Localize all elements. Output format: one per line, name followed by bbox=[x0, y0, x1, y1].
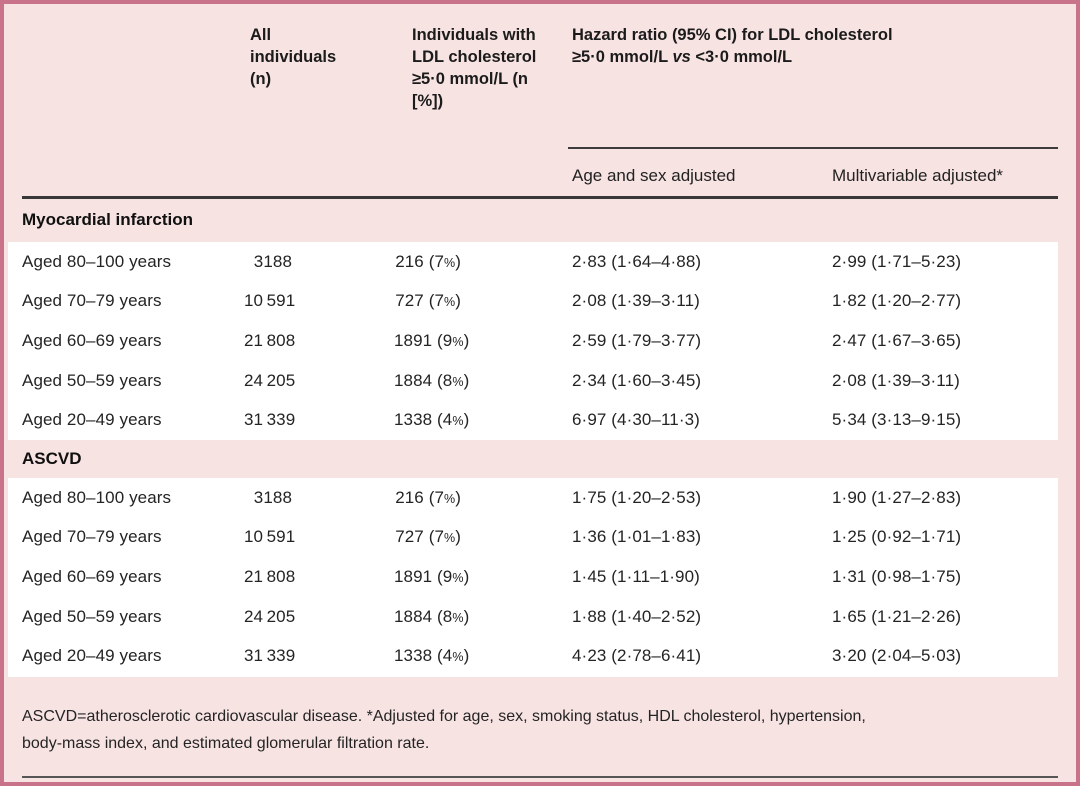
percent-sign: % bbox=[452, 374, 464, 389]
cell-age-group-label: Aged 50–59 years bbox=[22, 370, 162, 390]
percent-sign: % bbox=[452, 610, 464, 625]
subheader-age-sex-adjusted: Age and sex adjusted bbox=[572, 166, 736, 185]
table-row: Aged 60–69 years 21 808 1891 (9%) 1·45 (1·1… bbox=[22, 557, 1058, 597]
table-row: Aged 60–69 years 21 808 1891 (9%) 2·59 (1·7… bbox=[22, 321, 1058, 361]
hazard-line2-before-vs: ≥5·0 mmol/L bbox=[572, 48, 673, 66]
cell-age-group-label: Aged 70–79 years bbox=[22, 291, 162, 311]
cell-ldl-n-percent: 1884 (8%) bbox=[394, 606, 470, 626]
cell-ldl-n-percent: 1338 (4%) bbox=[394, 646, 470, 666]
cell-hr-age-sex-adjusted: 1·75 (1·20–2·53) bbox=[572, 487, 702, 507]
cell-age-group-label: Aged 20–49 years bbox=[22, 410, 162, 430]
table-row: Aged 50–59 years 24 205 1884 (8%) 2·34 (1·6… bbox=[22, 361, 1058, 401]
cell-all-individuals-n: 21 808 bbox=[244, 566, 296, 586]
cell-age-group-label: Aged 50–59 years bbox=[22, 606, 162, 626]
section-rows-ascvd: Aged 80–100 years 3188 216 (7%) 1·75 (1·20–… bbox=[8, 478, 1058, 677]
header-spacer bbox=[22, 24, 244, 112]
col-header-all-individuals: All individuals (n) bbox=[244, 24, 394, 112]
hazard-header-line1: Hazard ratio (95% CI) for LDL cholestero… bbox=[572, 26, 893, 44]
cell-ldl-n-percent: 1891 (9%) bbox=[394, 566, 470, 586]
percent-sign: % bbox=[444, 295, 456, 310]
cell-all-individuals-n: 24 205 bbox=[244, 606, 296, 626]
section-title-ascvd: ASCVD bbox=[22, 449, 82, 468]
cell-hr-age-sex-adjusted: 2·59 (1·79–3·77) bbox=[572, 330, 702, 350]
table-header-row: All individuals (n) Individuals with LDL… bbox=[22, 24, 1058, 112]
cell-age-group-label: Aged 20–49 years bbox=[22, 646, 162, 666]
cell-hr-multivariable-adjusted: 1·65 (1·21–2·26) bbox=[832, 606, 962, 626]
cell-hr-multivariable-adjusted: 2·47 (1·67–3·65) bbox=[832, 330, 962, 350]
percent-sign: % bbox=[452, 414, 464, 429]
cell-hr-age-sex-adjusted: 4·23 (2·78–6·41) bbox=[572, 646, 702, 666]
cell-hr-age-sex-adjusted: 2·34 (1·60–3·45) bbox=[572, 370, 702, 390]
cell-all-individuals-n: 24 205 bbox=[244, 370, 296, 390]
cell-age-group-label: Aged 60–69 years bbox=[22, 330, 162, 350]
percent-sign: % bbox=[444, 491, 456, 506]
cell-age-group-label: Aged 80–100 years bbox=[22, 251, 172, 271]
cell-hr-age-sex-adjusted: 1·36 (1·01–1·83) bbox=[572, 527, 702, 547]
percent-sign: % bbox=[452, 334, 464, 349]
cell-ldl-n-percent: 727 (7%) bbox=[395, 291, 461, 311]
cell-age-group-label: Aged 70–79 years bbox=[22, 527, 162, 547]
cell-hr-multivariable-adjusted: 2·08 (1·39–3·11) bbox=[832, 370, 960, 390]
cell-hr-multivariable-adjusted: 2·99 (1·71–5·23) bbox=[832, 251, 962, 271]
cell-ldl-n-percent: 727 (7%) bbox=[395, 527, 461, 547]
cell-hr-age-sex-adjusted: 2·08 (1·39–3·11) bbox=[572, 291, 700, 311]
header-bottom-rule bbox=[22, 196, 1058, 199]
cell-hr-multivariable-adjusted: 5·34 (3·13–9·15) bbox=[832, 410, 962, 430]
cell-all-individuals-n: 3188 bbox=[253, 251, 292, 271]
hazard-header-line2: ≥5·0 mmol/L vs <3·0 mmol/L bbox=[572, 46, 1058, 68]
bottom-rule bbox=[22, 776, 1058, 778]
footnote-line2: body-mass index, and estimated glomerula… bbox=[22, 735, 430, 752]
section-rows-myocardial-infarction: Aged 80–100 years 3188 216 (7%) 2·83 (1·64–… bbox=[8, 242, 1058, 440]
cell-ldl-n-percent: 1884 (8%) bbox=[394, 370, 470, 390]
vs-label: vs bbox=[672, 48, 691, 66]
cell-ldl-n-percent: 1891 (9%) bbox=[394, 330, 470, 350]
cell-hr-multivariable-adjusted: 1·82 (1·20–2·77) bbox=[832, 291, 962, 311]
cell-hr-age-sex-adjusted: 1·45 (1·11–1·90) bbox=[572, 566, 700, 586]
percent-sign: % bbox=[452, 650, 464, 665]
cell-all-individuals-n: 3188 bbox=[253, 487, 292, 507]
subheader-multivariable-adjusted: Multivariable adjusted* bbox=[832, 166, 1004, 185]
cell-hr-multivariable-adjusted: 1·31 (0·98–1·75) bbox=[832, 566, 962, 586]
cell-all-individuals-n: 10 591 bbox=[244, 527, 296, 547]
col-header-all-individuals-text: All individuals (n) bbox=[250, 26, 337, 88]
cell-hr-multivariable-adjusted: 1·25 (0·92–1·71) bbox=[832, 527, 962, 547]
table-row: Aged 50–59 years 24 205 1884 (8%) 1·88 (1·4… bbox=[22, 597, 1058, 637]
percent-sign: % bbox=[452, 570, 464, 585]
footnote-line1: ASCVD=atherosclerotic cardiovascular dis… bbox=[22, 708, 866, 725]
hazard-line2-after-vs: <3·0 mmol/L bbox=[690, 48, 793, 66]
table-row: Aged 20–49 years 31 339 1338 (4%) 4·23 (2·7… bbox=[22, 636, 1058, 676]
cell-hr-age-sex-adjusted: 6·97 (4·30–11·3) bbox=[572, 410, 700, 430]
cell-all-individuals-n: 31 339 bbox=[244, 410, 296, 430]
cell-hr-multivariable-adjusted: 3·20 (2·04–5·03) bbox=[832, 646, 962, 666]
subheader-spacer bbox=[22, 158, 568, 186]
table-row: Aged 80–100 years 3188 216 (7%) 2·83 (1·64–… bbox=[22, 242, 1058, 282]
cell-ldl-n-percent: 216 (7%) bbox=[395, 487, 461, 507]
cell-age-group-label: Aged 60–69 years bbox=[22, 566, 162, 586]
cell-hr-age-sex-adjusted: 1·88 (1·40–2·52) bbox=[572, 606, 702, 626]
percent-sign: % bbox=[444, 255, 456, 270]
col-header-hazard-ratio-group: Hazard ratio (95% CI) for LDL cholestero… bbox=[568, 24, 1058, 112]
hazard-group-rule bbox=[568, 147, 1058, 149]
cell-hr-age-sex-adjusted: 2·83 (1·64–4·88) bbox=[572, 251, 702, 271]
table-row: Aged 20–49 years 31 339 1338 (4%) 6·97 (4·3… bbox=[22, 400, 1058, 440]
table-row: Aged 80–100 years 3188 216 (7%) 1·75 (1·20–… bbox=[22, 478, 1058, 518]
cell-all-individuals-n: 21 808 bbox=[244, 330, 296, 350]
footnote: ASCVD=atherosclerotic cardiovascular dis… bbox=[22, 703, 1058, 757]
cell-ldl-n-percent: 216 (7%) bbox=[395, 251, 461, 271]
cell-age-group-label: Aged 80–100 years bbox=[22, 487, 172, 507]
col-header-ldl: Individuals with LDL cholesterol ≥5·0 mm… bbox=[394, 24, 568, 112]
table-row: Aged 70–79 years 10 591 727 (7%) 2·08 (1·39… bbox=[22, 282, 1058, 322]
cell-all-individuals-n: 31 339 bbox=[244, 646, 296, 666]
section-title-myocardial-infarction: Myocardial infarction bbox=[22, 210, 193, 229]
col-header-ldl-text: Individuals with LDL cholesterol ≥5·0 mm… bbox=[412, 26, 537, 110]
cell-hr-multivariable-adjusted: 1·90 (1·27–2·83) bbox=[832, 487, 962, 507]
percent-sign: % bbox=[444, 531, 456, 546]
cell-ldl-n-percent: 1338 (4%) bbox=[394, 410, 470, 430]
table-row: Aged 70–79 years 10 591 727 (7%) 1·36 (1·01… bbox=[22, 518, 1058, 558]
cell-all-individuals-n: 10 591 bbox=[244, 291, 296, 311]
subheader-row: Age and sex adjusted Multivariable adjus… bbox=[22, 158, 1058, 186]
